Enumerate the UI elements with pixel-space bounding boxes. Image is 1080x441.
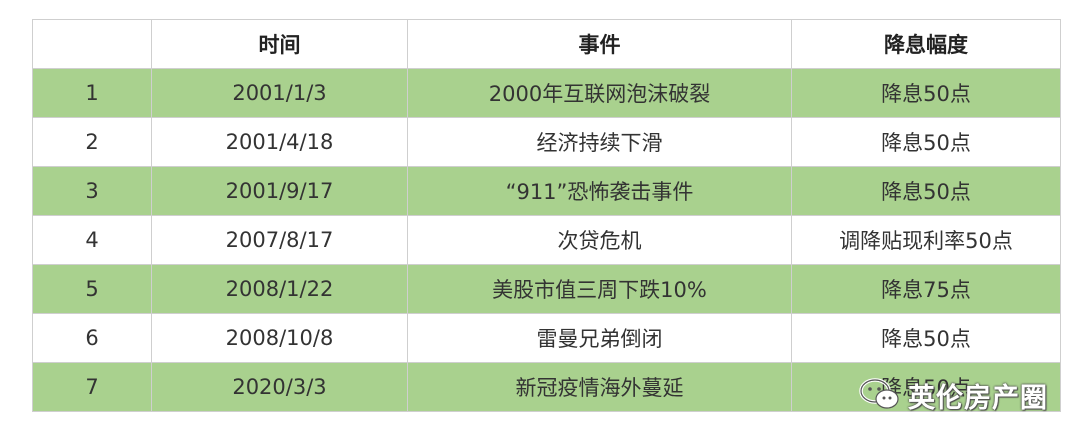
watermark-text: 英伦房产圈 <box>908 382 1048 414</box>
table-row: 4 2007/8/17 次贷危机 调降贴现利率50点 <box>32 215 1061 265</box>
table-row: 7 2020/3/3 新冠疫情海外蔓延 降息50点 <box>32 362 1061 412</box>
cell-event: 2000年互联网泡沫破裂 <box>407 68 792 118</box>
cell-event: 新冠疫情海外蔓延 <box>407 362 792 412</box>
cell-event: 美股市值三周下跌10% <box>407 264 792 314</box>
cell-cut-size: 降息75点 <box>791 264 1061 314</box>
cell-date: 2008/10/8 <box>151 313 408 363</box>
cell-cut-size: 降息50点 <box>791 117 1061 167</box>
table-row: 6 2008/10/8 雷曼兄弟倒闭 降息50点 <box>32 313 1061 363</box>
header-cut-size: 降息幅度 <box>791 19 1061 69</box>
cell-date: 2001/1/3 <box>151 68 408 118</box>
cell-date: 2001/9/17 <box>151 166 408 216</box>
cell-event: 经济持续下滑 <box>407 117 792 167</box>
table-row: 2 2001/4/18 经济持续下滑 降息50点 <box>32 117 1061 167</box>
cell-event: 次贷危机 <box>407 215 792 265</box>
header-event: 事件 <box>407 19 792 69</box>
cell-event: 雷曼兄弟倒闭 <box>407 313 792 363</box>
cell-index: 1 <box>32 68 152 118</box>
table-row: 1 2001/1/3 2000年互联网泡沫破裂 降息50点 <box>32 68 1061 118</box>
cell-index: 2 <box>32 117 152 167</box>
cell-index: 7 <box>32 362 152 412</box>
cell-index: 3 <box>32 166 152 216</box>
cell-index: 4 <box>32 215 152 265</box>
watermark: 英伦房产圈 <box>858 370 1048 420</box>
rate-cut-table-container: 时间 事件 降息幅度 1 2001/1/3 2000年互联网泡沫破裂 降息50点… <box>32 19 1061 412</box>
cell-cut-size: 降息50点 <box>791 68 1061 118</box>
table-row: 3 2001/9/17 “911”恐怖袭击事件 降息50点 <box>32 166 1061 216</box>
rate-cut-table: 时间 事件 降息幅度 1 2001/1/3 2000年互联网泡沫破裂 降息50点… <box>32 19 1061 412</box>
cell-index: 5 <box>32 264 152 314</box>
cell-cut-size: 降息50点 <box>791 166 1061 216</box>
cell-event: “911”恐怖袭击事件 <box>407 166 792 216</box>
header-date: 时间 <box>151 19 408 69</box>
cell-date: 2001/4/18 <box>151 117 408 167</box>
wechat-icon <box>859 378 899 409</box>
table-row: 5 2008/1/22 美股市值三周下跌10% 降息75点 <box>32 264 1061 314</box>
cell-date: 2020/3/3 <box>151 362 408 412</box>
cell-cut-size: 降息50点 <box>791 313 1061 363</box>
cell-date: 2008/1/22 <box>151 264 408 314</box>
header-index <box>32 19 152 69</box>
cell-cut-size: 调降贴现利率50点 <box>791 215 1061 265</box>
cell-date: 2007/8/17 <box>151 215 408 265</box>
table-header-row: 时间 事件 降息幅度 <box>32 19 1061 69</box>
cell-index: 6 <box>32 313 152 363</box>
